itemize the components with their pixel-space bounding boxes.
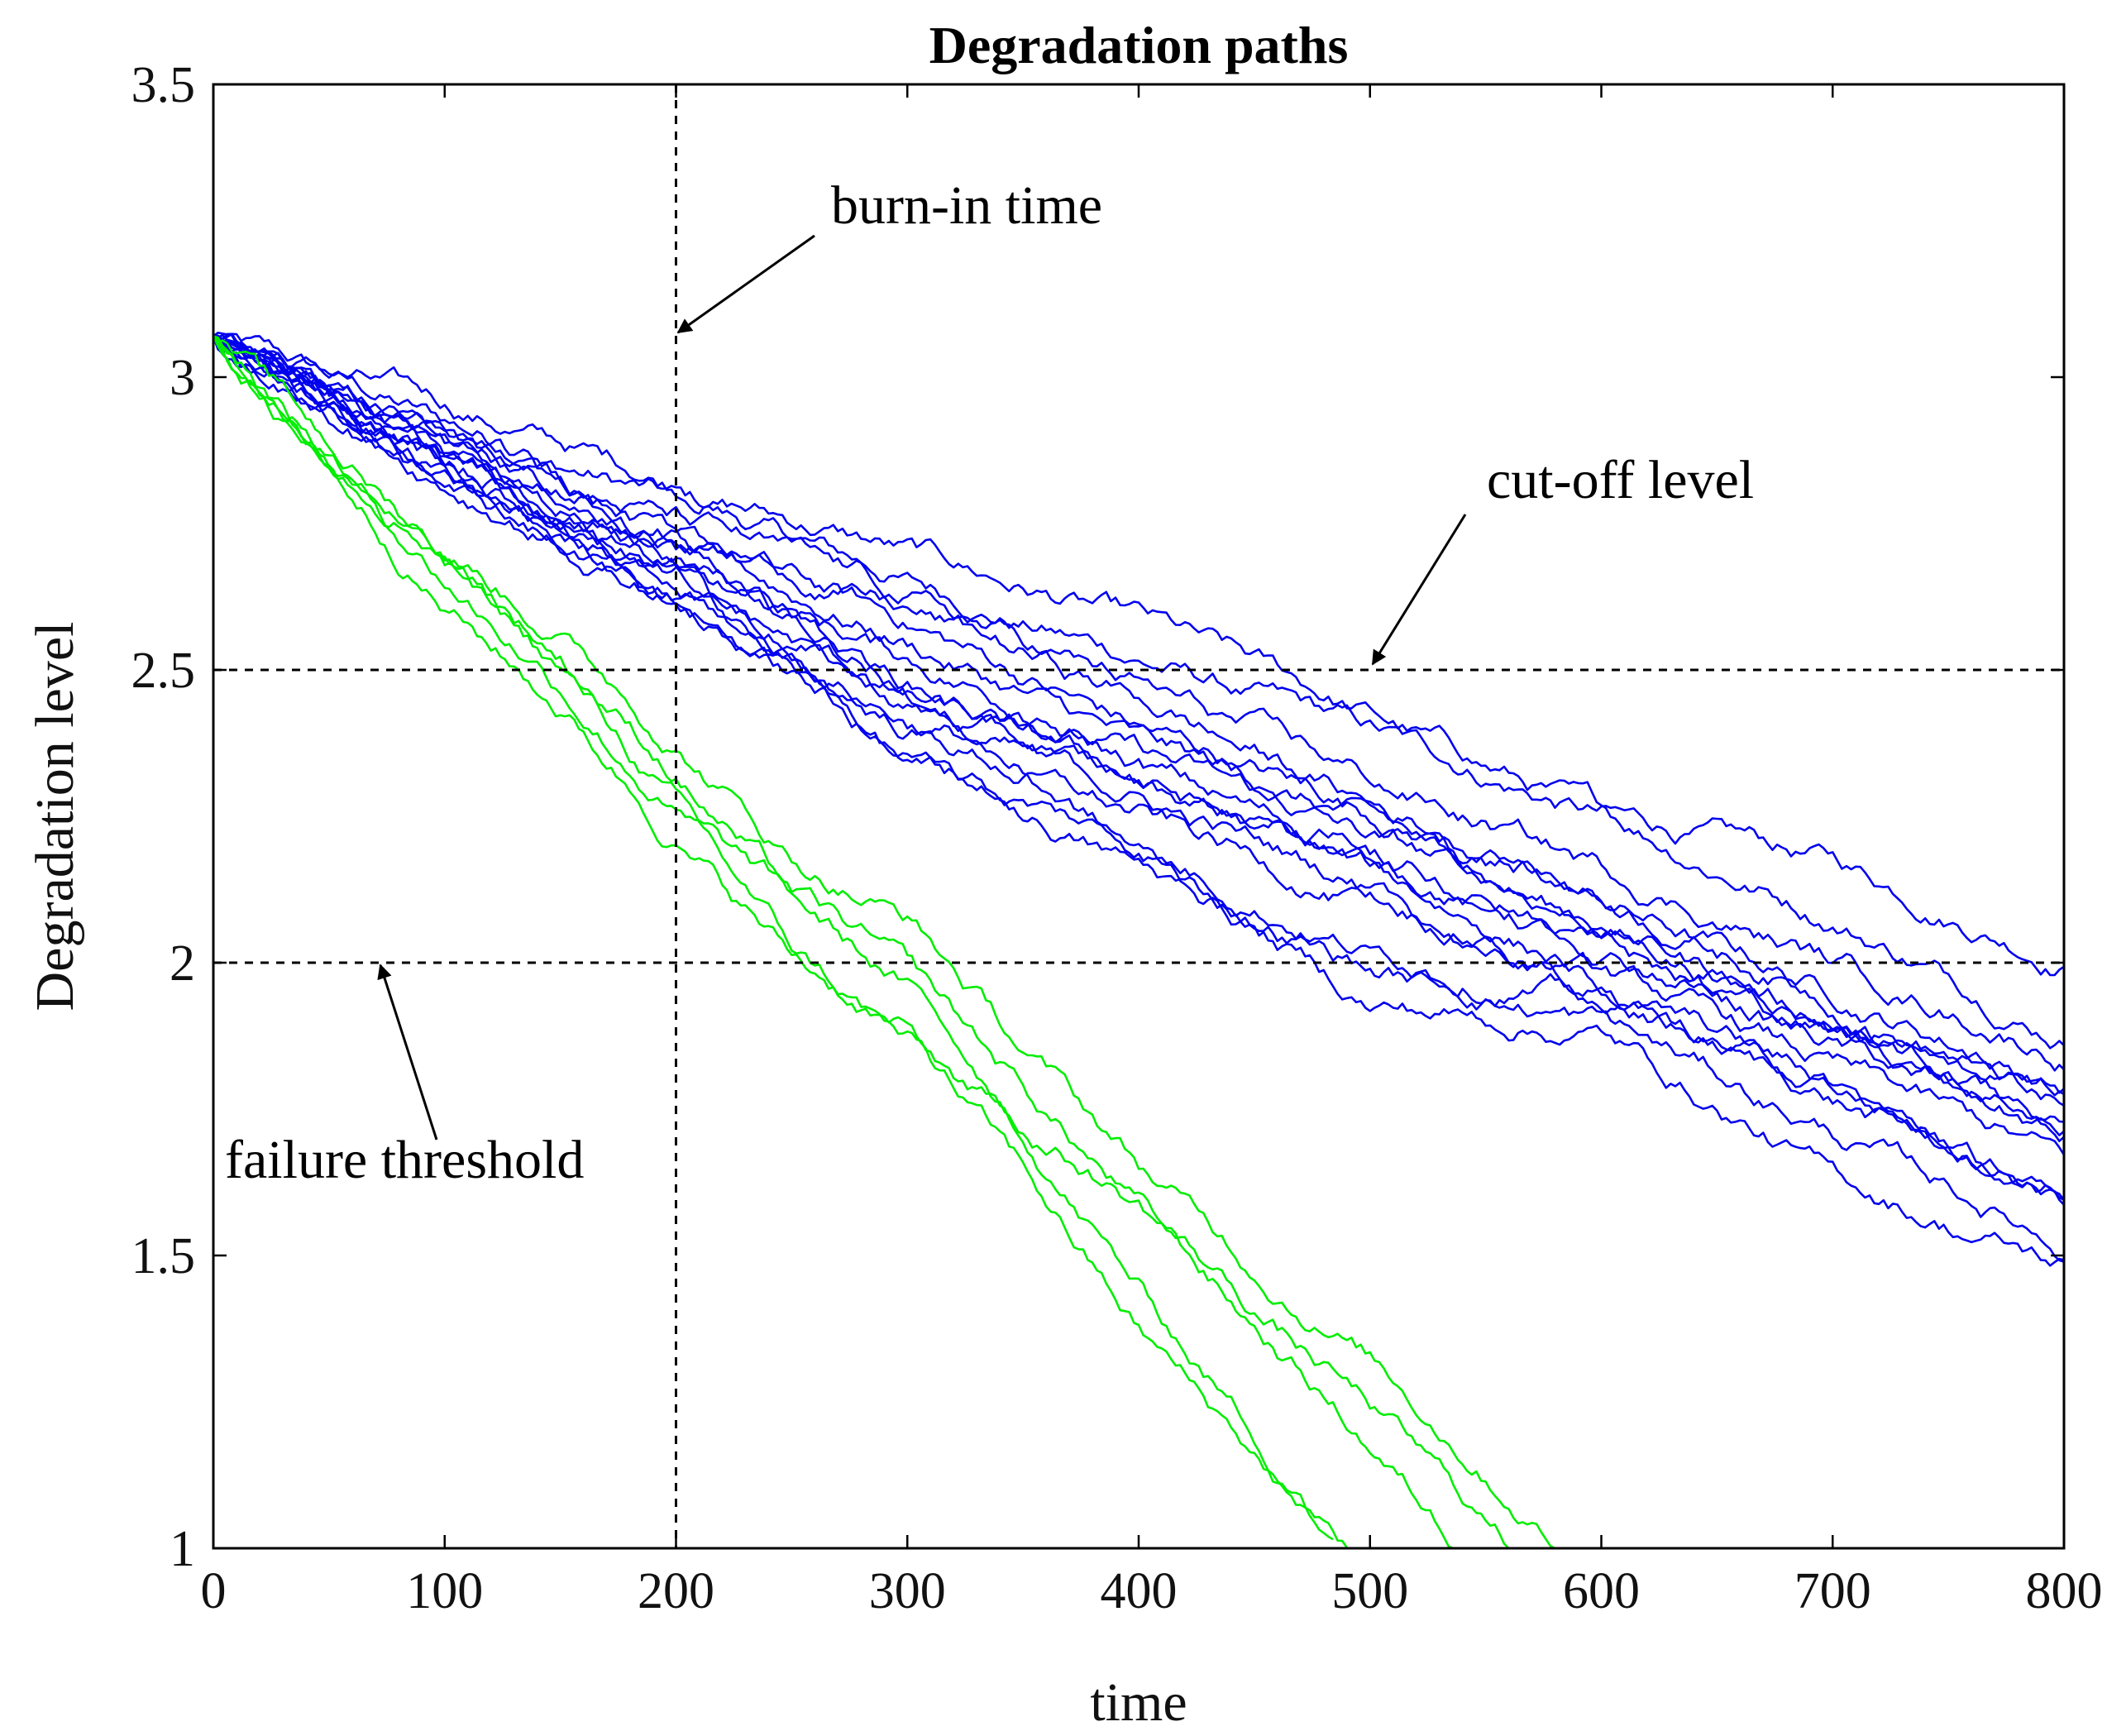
x-tick-label: 100 <box>406 1563 483 1619</box>
x-axis-ticks: 0 100 200 300 400 500 600 700 800 <box>201 84 2103 1619</box>
arrow-failure-threshold <box>377 964 438 1141</box>
series-line-weak-4 <box>213 335 1510 1549</box>
series-line-normal-5 <box>213 331 2065 1142</box>
x-tick-label: 600 <box>1563 1563 1640 1619</box>
series-line-normal-15 <box>212 335 2065 1072</box>
annotation-cut-off-level: cut-off level <box>1487 450 1754 510</box>
y-axis-label: Degradation level <box>25 622 85 1011</box>
arrow-burn-in-time <box>676 234 815 334</box>
series-line-normal-12 <box>213 335 2065 1263</box>
series-line-normal-11 <box>212 335 2065 1123</box>
chart-title: Degradation paths <box>929 16 1349 74</box>
series-line-normal-14 <box>213 335 2065 1097</box>
y-tick-label: 3.5 <box>131 57 196 113</box>
series-line-weak-5 <box>212 335 1334 1541</box>
series-line-weak-2 <box>212 335 1348 1548</box>
x-tick-label: 300 <box>869 1563 946 1619</box>
arrow-cut-off-level <box>1371 514 1467 666</box>
series-line-weak-1 <box>212 335 1463 1550</box>
series-line-normal-3 <box>212 335 2065 1094</box>
x-tick-label: 400 <box>1101 1563 1178 1619</box>
y-tick-label: 2.5 <box>131 643 196 699</box>
y-axis-ticks: 1 1.5 2 2.5 3 3.5 <box>131 57 2064 1577</box>
x-tick-label: 0 <box>201 1563 227 1619</box>
x-tick-label: 800 <box>2026 1563 2103 1619</box>
y-tick-label: 2 <box>170 935 195 992</box>
series-line-normal-9 <box>213 334 2065 1206</box>
annotation-burn-in-time: burn-in time <box>831 175 1102 236</box>
y-tick-label: 3 <box>170 350 195 406</box>
series-line-normal-6 <box>212 335 2065 1136</box>
series-line-weak-3 <box>213 335 1565 1550</box>
series-line-normal-13 <box>213 334 2065 1267</box>
y-tick-label: 1 <box>170 1521 195 1577</box>
x-axis-label: time <box>1090 1672 1187 1733</box>
reference-lines <box>213 84 2064 1548</box>
series-line-normal-2 <box>212 335 2065 1050</box>
y-tick-label: 1.5 <box>131 1228 196 1284</box>
series-line-normal-7 <box>212 335 2066 1155</box>
x-tick-label: 700 <box>1794 1563 1871 1619</box>
series-layer <box>212 331 2066 1550</box>
plot-background <box>213 84 2064 1548</box>
annotation-failure-threshold: failure threshold <box>225 1130 584 1190</box>
x-tick-label: 500 <box>1331 1563 1408 1619</box>
x-tick-label: 200 <box>638 1563 714 1619</box>
annotations: burn-in time cut-off level failure thres… <box>225 175 1754 1190</box>
